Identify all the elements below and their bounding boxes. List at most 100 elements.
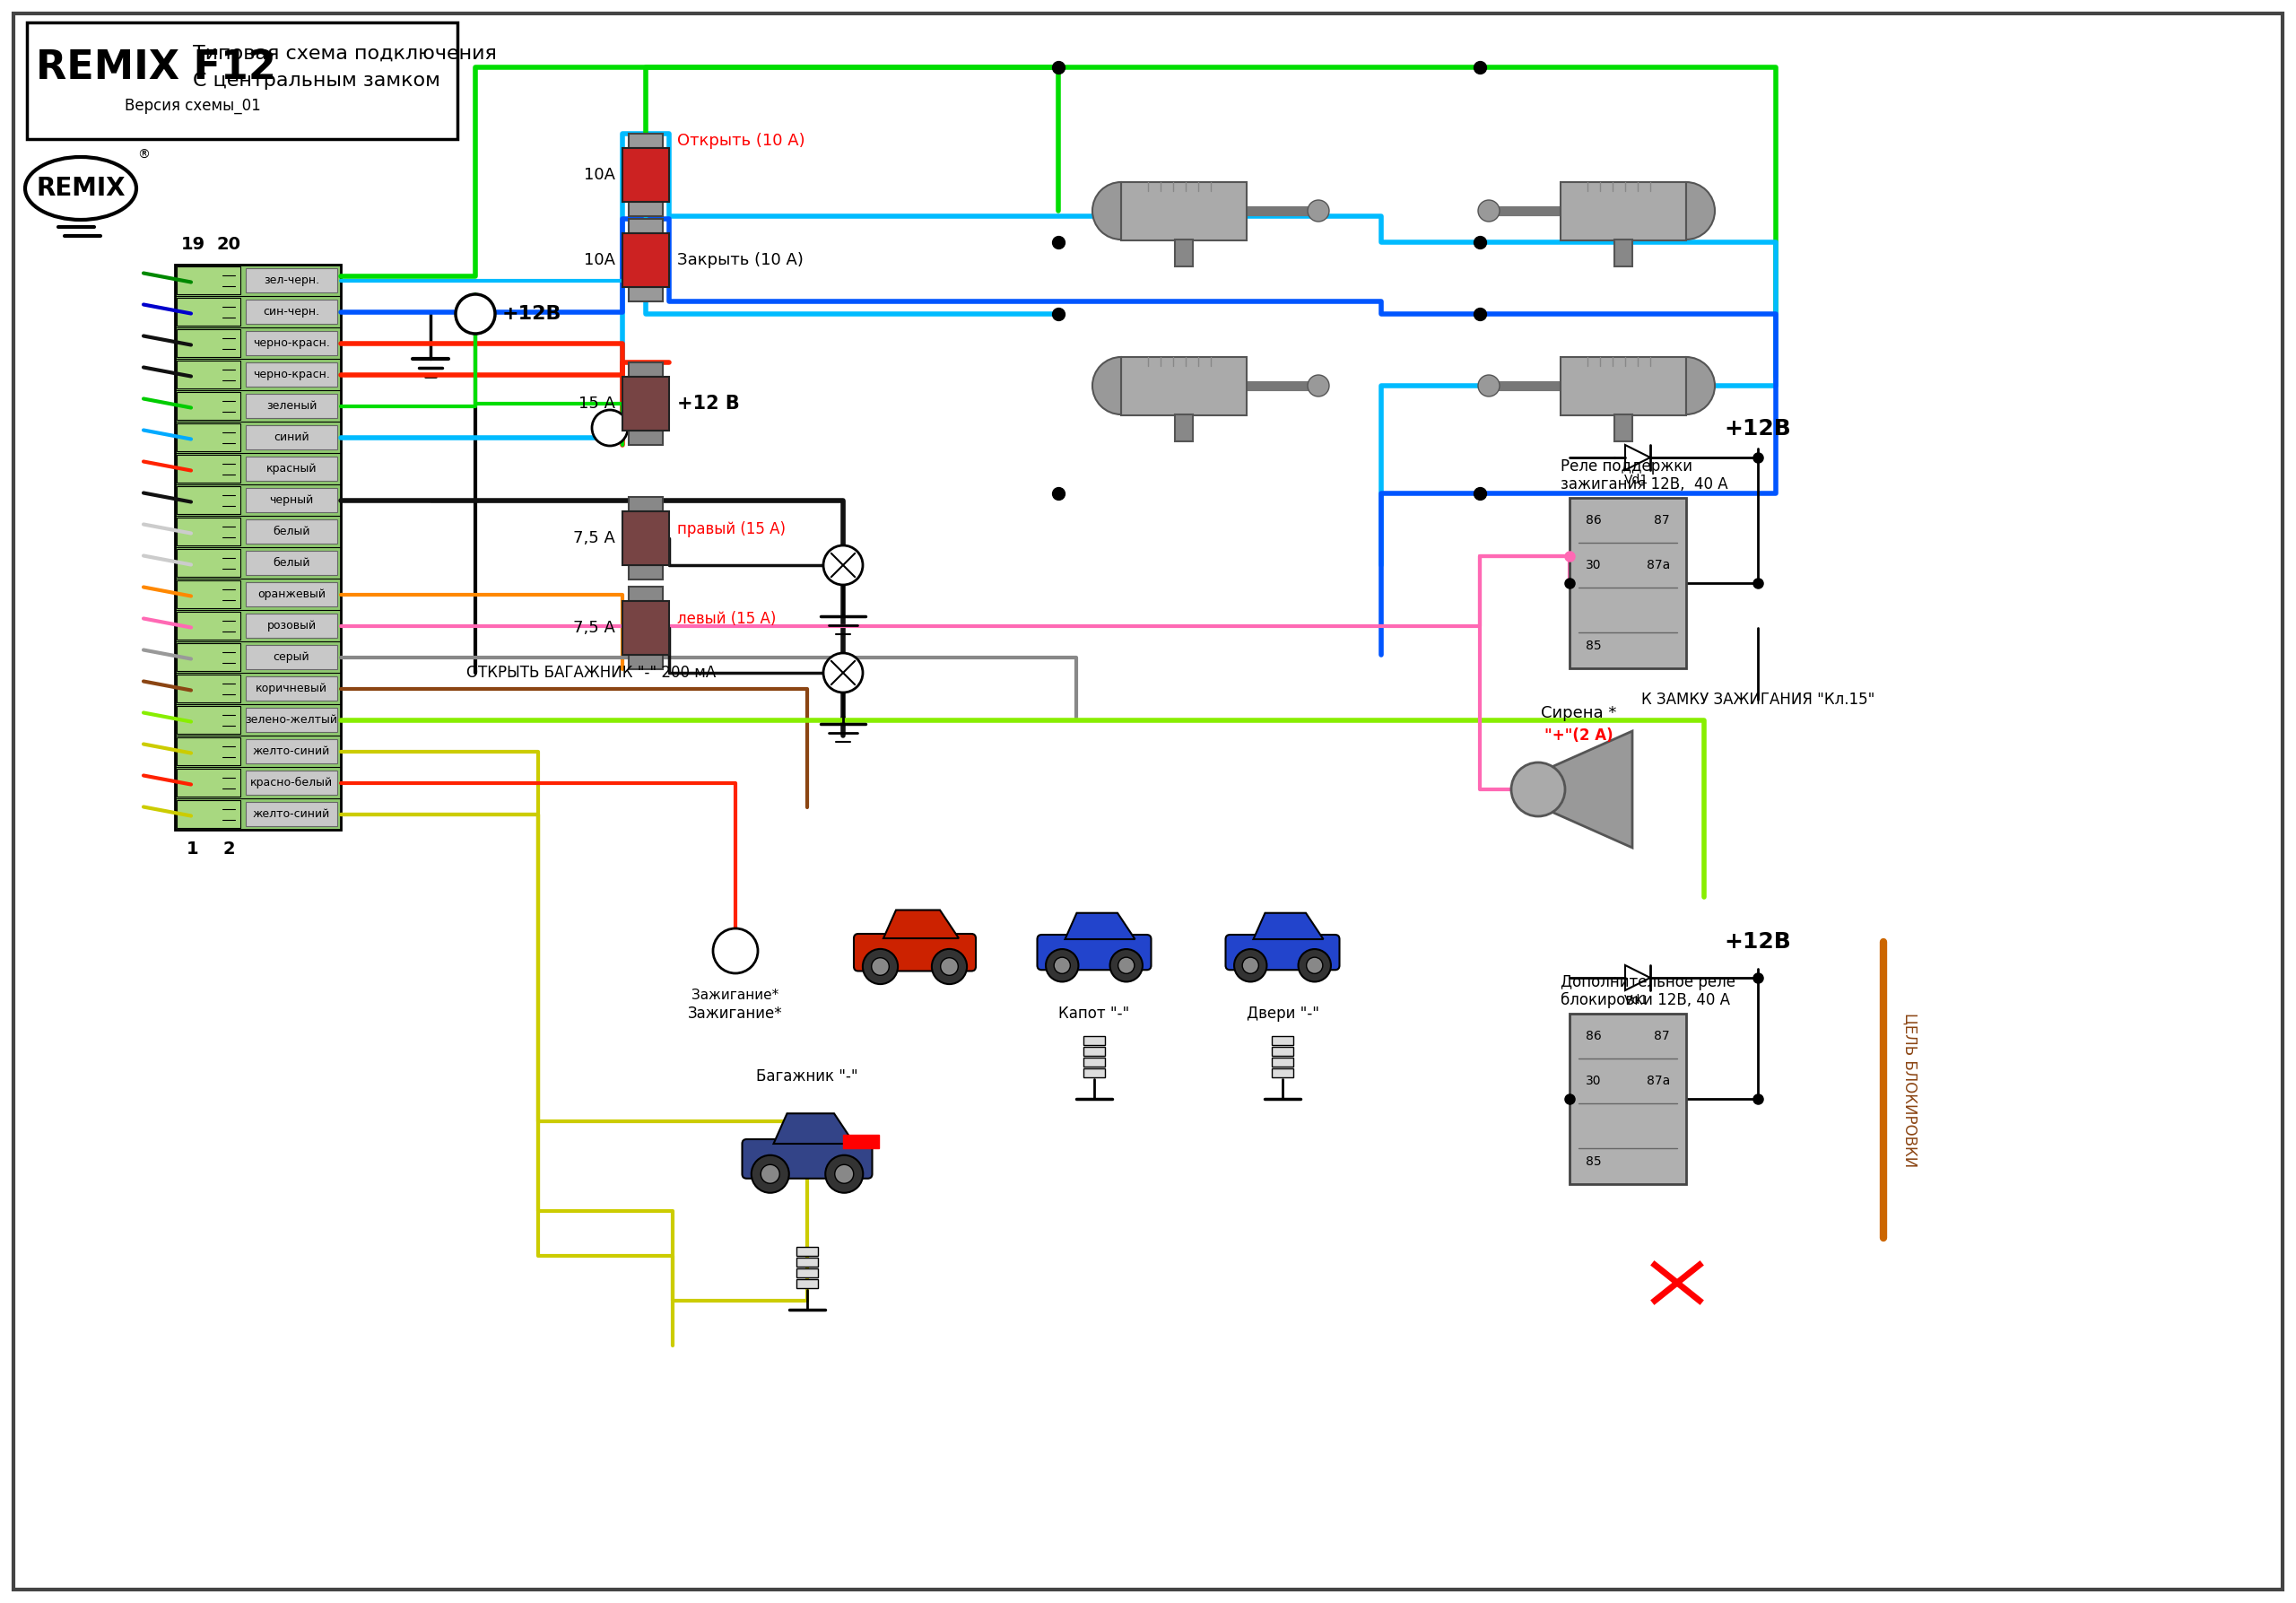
Bar: [629, 220, 664, 232]
Text: 2: 2: [223, 842, 234, 858]
Text: серый: серый: [273, 651, 310, 664]
Text: 85: 85: [1587, 1156, 1603, 1169]
Bar: [1561, 183, 1685, 240]
Text: син-черн.: син-черн.: [264, 306, 319, 317]
Bar: [1084, 1058, 1104, 1066]
Bar: [246, 300, 338, 324]
Text: Версия схемы_01: Версия схемы_01: [124, 98, 262, 114]
Bar: [629, 287, 664, 301]
Bar: [177, 329, 241, 357]
Bar: [177, 612, 241, 640]
Bar: [246, 614, 338, 638]
Polygon shape: [1626, 446, 1651, 470]
Circle shape: [1242, 957, 1258, 973]
Text: 10A: 10A: [583, 167, 615, 183]
Text: Двери "-": Двери "-": [1247, 1005, 1318, 1021]
Text: 87a: 87a: [1646, 1074, 1669, 1087]
Text: коричневый: коричневый: [255, 683, 328, 694]
Bar: [246, 802, 338, 826]
Bar: [246, 582, 338, 606]
Text: 7,5 А: 7,5 А: [574, 620, 615, 636]
Text: зажигания 12В,  40 А: зажигания 12В, 40 А: [1561, 476, 1729, 492]
Text: 87: 87: [1653, 515, 1669, 526]
Text: 86: 86: [1587, 1029, 1603, 1042]
Text: красно-белый: красно-белый: [250, 777, 333, 789]
Bar: [177, 393, 241, 420]
Bar: [629, 566, 664, 579]
Circle shape: [714, 928, 758, 973]
Bar: [246, 644, 338, 668]
Circle shape: [1054, 957, 1070, 973]
Text: С центральным замком: С центральным замком: [193, 72, 441, 90]
Bar: [177, 486, 241, 515]
Bar: [246, 709, 338, 733]
Circle shape: [824, 1156, 863, 1193]
Bar: [1272, 1058, 1293, 1066]
Bar: [174, 264, 340, 830]
Circle shape: [824, 545, 863, 585]
Text: Зажигание*: Зажигание*: [689, 1005, 783, 1021]
Bar: [177, 769, 241, 797]
Text: черно-красн.: черно-красн.: [253, 337, 331, 349]
Bar: [629, 656, 664, 668]
Text: Капот "-": Капот "-": [1058, 1005, 1130, 1021]
Text: красный: красный: [266, 463, 317, 474]
Text: белый: белый: [273, 526, 310, 537]
Text: К ЗАМКУ ЗАЖИГАНИЯ "Кл.15": К ЗАМКУ ЗАЖИГАНИЯ "Кл.15": [1642, 691, 1874, 709]
Text: зелено-желтый: зелено-желтый: [246, 713, 338, 726]
Bar: [843, 1135, 879, 1148]
Text: 30: 30: [1587, 1074, 1600, 1087]
Bar: [1272, 1036, 1293, 1045]
Wedge shape: [1093, 357, 1120, 415]
Circle shape: [1479, 200, 1499, 221]
Circle shape: [941, 957, 957, 975]
Bar: [177, 548, 241, 577]
Circle shape: [836, 1164, 854, 1183]
Text: 15 А: 15 А: [579, 396, 615, 412]
Text: REMIX: REMIX: [37, 176, 126, 200]
FancyBboxPatch shape: [1226, 935, 1339, 970]
Bar: [246, 330, 338, 356]
Text: "+"(2 А): "+"(2 А): [1545, 728, 1612, 744]
Bar: [622, 377, 668, 431]
FancyBboxPatch shape: [854, 935, 976, 971]
Text: 20: 20: [216, 236, 241, 253]
Bar: [246, 739, 338, 763]
Bar: [246, 425, 338, 449]
Text: оранжевый: оранжевый: [257, 588, 326, 600]
Bar: [246, 268, 338, 292]
Bar: [177, 580, 241, 608]
Bar: [629, 431, 664, 446]
Bar: [177, 675, 241, 702]
Bar: [177, 705, 241, 734]
Bar: [1570, 499, 1685, 668]
Bar: [246, 771, 338, 795]
Wedge shape: [1685, 357, 1715, 415]
Bar: [177, 266, 241, 295]
Circle shape: [1309, 375, 1329, 396]
Bar: [246, 551, 338, 575]
Wedge shape: [1093, 183, 1120, 239]
Text: Дополнительное реле: Дополнительное реле: [1561, 975, 1736, 991]
Circle shape: [760, 1164, 781, 1183]
Text: Сирена *: Сирена *: [1541, 705, 1616, 721]
Text: +12В: +12В: [1724, 418, 1791, 439]
Text: Зажигание*: Зажигание*: [691, 989, 778, 1002]
Bar: [246, 362, 338, 386]
Ellipse shape: [25, 157, 135, 220]
FancyBboxPatch shape: [1038, 935, 1150, 970]
Text: 30: 30: [1587, 559, 1600, 571]
Circle shape: [1235, 949, 1267, 981]
Circle shape: [1479, 375, 1499, 396]
Text: левый (15 А): левый (15 А): [677, 611, 776, 627]
Bar: [629, 497, 664, 511]
Bar: [629, 587, 664, 601]
Circle shape: [1511, 763, 1566, 816]
Bar: [1176, 239, 1194, 266]
Text: розовый: розовый: [266, 620, 317, 632]
Text: 1: 1: [186, 842, 200, 858]
Text: 10A: 10A: [583, 252, 615, 268]
Text: +12В: +12В: [503, 305, 563, 322]
Bar: [177, 298, 241, 325]
Text: Багажник "-": Багажник "-": [755, 1068, 859, 1085]
